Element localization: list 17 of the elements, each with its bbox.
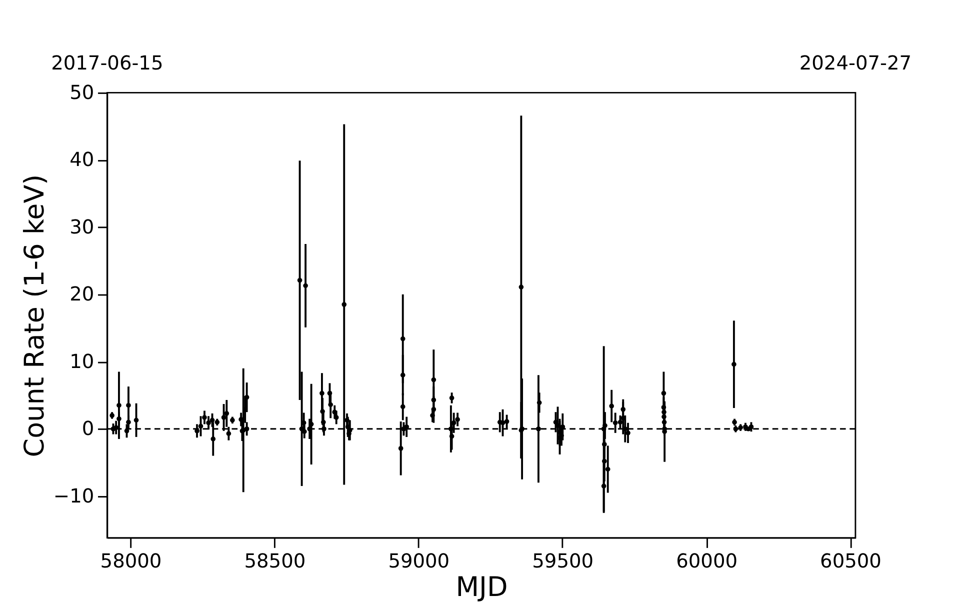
text: 2024-07-27	[799, 52, 912, 75]
y-axis-title: Count Rate (1-6 keV)	[20, 174, 51, 458]
y-tick-label: 30	[70, 215, 94, 238]
x-tick-label: 60500	[820, 549, 882, 572]
x-tick-label: 58000	[100, 549, 162, 572]
y-tick-label: 0	[82, 417, 94, 440]
x-tick-label: 58500	[244, 549, 306, 572]
y-tick-label: −10	[53, 484, 94, 508]
x-axis-title: MJD	[456, 572, 508, 604]
y-tick-label: 40	[70, 148, 94, 172]
x-tick-label: 60000	[676, 549, 738, 572]
x-tick-label: 59500	[532, 549, 594, 572]
x-tick-label: 59000	[388, 549, 450, 572]
y-tick-label: 10	[70, 350, 94, 373]
y-tick-label: 20	[70, 282, 94, 306]
y-tick-label: 50	[70, 80, 94, 104]
text: 2017-06-15	[51, 52, 164, 75]
